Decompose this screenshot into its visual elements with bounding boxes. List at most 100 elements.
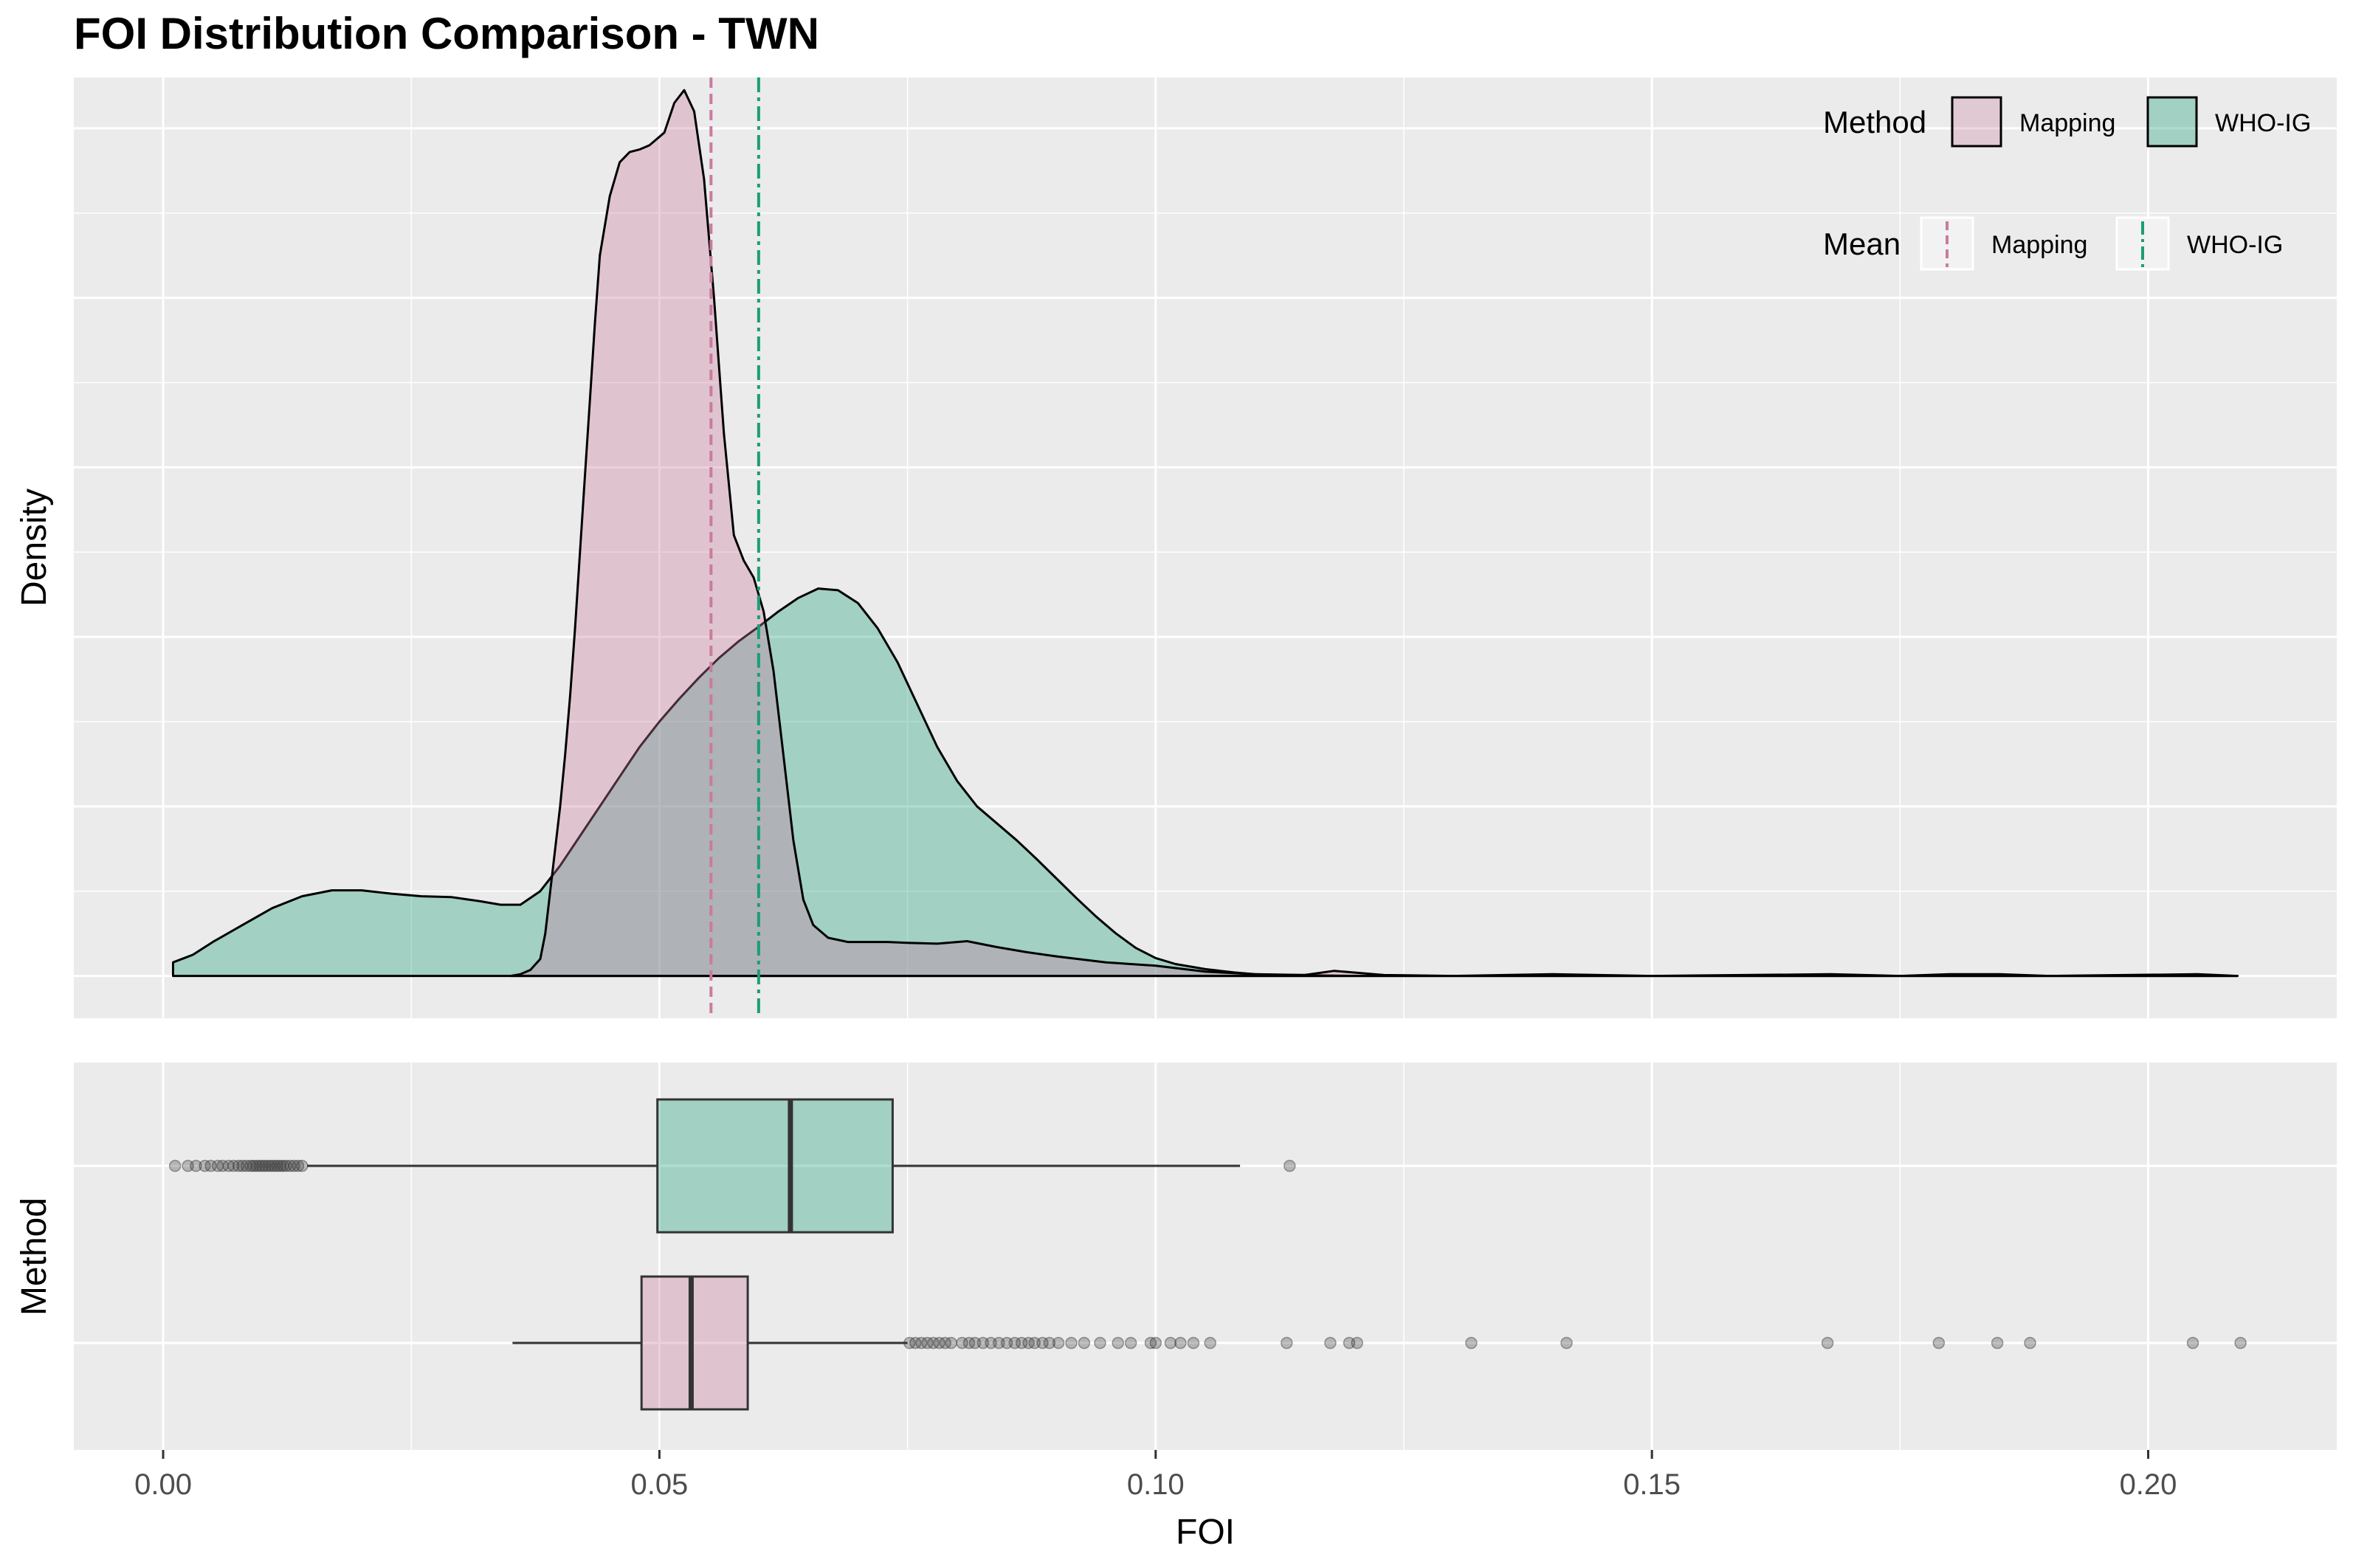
outlier-point-who-ig <box>232 1159 245 1172</box>
density-mean-lines <box>709 77 760 1018</box>
outlier-point-mapping <box>2234 1336 2247 1350</box>
outlier-point-mapping <box>968 1336 982 1350</box>
boxplot-y-axis-title: Method <box>15 1198 54 1316</box>
outlier-point-mapping <box>1144 1336 1157 1350</box>
outlier-point-who-ig <box>182 1159 194 1172</box>
outlier-point-who-ig <box>292 1159 305 1172</box>
outlier-point-mapping <box>1351 1336 1363 1350</box>
outlier-point-mapping <box>1560 1336 1573 1350</box>
outlier-point-mapping <box>976 1336 990 1350</box>
outlier-point-who-ig <box>1284 1159 1296 1172</box>
box-mapping <box>640 1275 749 1411</box>
outlier-point-who-ig <box>240 1159 253 1172</box>
density-area-mapping <box>509 89 2239 978</box>
outlier-point-who-ig <box>227 1159 240 1172</box>
outlier-point-mapping <box>2186 1336 2199 1350</box>
outlier-point-mapping <box>1000 1336 1013 1350</box>
outlier-point-mapping <box>1078 1336 1091 1350</box>
outlier-point-mapping <box>985 1336 997 1350</box>
x-axis: 0.00 0.05 0.10 0.15 0.20 <box>134 1450 2177 1501</box>
outlier-point-who-ig <box>256 1159 269 1172</box>
outlier-point-who-ig <box>222 1159 235 1172</box>
x-tick-label: 0.05 <box>630 1468 688 1501</box>
outlier-point-mapping <box>1149 1336 1162 1350</box>
outlier-point-mapping <box>945 1336 957 1350</box>
outlier-point-mapping <box>1324 1336 1337 1350</box>
outlier-point-mapping <box>1281 1336 1293 1350</box>
outlier-point-who-ig <box>211 1159 224 1172</box>
outlier-point-who-ig <box>204 1159 217 1172</box>
outlier-point-mapping <box>1465 1336 1478 1350</box>
outlier-point-who-ig <box>216 1159 229 1172</box>
outlier-point-who-ig <box>268 1159 280 1172</box>
outlier-point-mapping <box>921 1336 934 1350</box>
outlier-point-who-ig <box>247 1159 260 1172</box>
outlier-point-mapping <box>1065 1336 1078 1350</box>
outlier-point-mapping <box>1204 1336 1216 1350</box>
density-y-axis-title: Density <box>15 488 54 607</box>
outlier-point-mapping <box>1174 1336 1187 1350</box>
outlier-point-mapping <box>1343 1336 1356 1350</box>
outlier-point-mapping <box>933 1336 945 1350</box>
outlier-point-mapping <box>1015 1336 1028 1350</box>
legend-mapping-fill-key <box>1951 96 2002 148</box>
density-area-who-ig <box>171 587 2239 978</box>
outlier-point-mapping <box>1028 1336 1041 1350</box>
density-areas <box>171 89 2239 978</box>
outlier-point-mapping <box>956 1336 968 1350</box>
outlier-point-mapping <box>2024 1336 2036 1350</box>
outlier-point-who-ig <box>271 1159 283 1172</box>
outlier-point-mapping <box>1164 1336 1177 1350</box>
boxplot-marks <box>168 1098 2247 1411</box>
outlier-point-mapping <box>1052 1336 1065 1350</box>
chart-title: FOI Distribution Comparison - TWN <box>74 9 819 58</box>
outlier-point-mapping <box>1022 1336 1035 1350</box>
outlier-point-who-ig <box>296 1159 309 1172</box>
outlier-point-mapping <box>1991 1336 2004 1350</box>
box-who-ig <box>656 1098 894 1234</box>
outlier-point-mapping <box>909 1336 922 1350</box>
x-tick-label: 0.15 <box>1623 1468 1681 1501</box>
legend-method-who-ig-label: WHO-IG <box>2215 109 2311 137</box>
outlier-point-mapping <box>1112 1336 1124 1350</box>
outlier-point-who-ig <box>277 1159 289 1172</box>
outlier-point-who-ig <box>253 1159 266 1172</box>
outlier-point-who-ig <box>280 1159 293 1172</box>
legend-who-ig-fill-key <box>2146 96 2198 148</box>
outlier-point-mapping <box>993 1336 1005 1350</box>
x-tick-label: 0.00 <box>134 1468 192 1501</box>
x-tick-label: 0.20 <box>2120 1468 2177 1501</box>
boxplot-panel: 0.00 0.05 0.10 0.15 0.20 <box>74 1063 2337 1501</box>
outlier-point-who-ig <box>259 1159 272 1172</box>
outlier-point-mapping <box>1043 1336 1056 1350</box>
outlier-point-mapping <box>1008 1336 1022 1350</box>
legend: Method Mapping WHO-IG Mean Mapping WHO-I… <box>1823 96 2311 271</box>
outlier-point-who-ig <box>283 1159 297 1172</box>
outlier-point-who-ig <box>274 1159 286 1172</box>
outlier-point-who-ig <box>262 1159 275 1172</box>
outlier-point-mapping <box>927 1336 940 1350</box>
boxplot-panel-background <box>74 1063 2337 1450</box>
legend-method-title: Method <box>1823 105 1926 139</box>
legend-mean-who-ig-label: WHO-IG <box>2187 231 2283 259</box>
outlier-point-mapping <box>915 1336 928 1350</box>
outlier-point-who-ig <box>288 1159 300 1172</box>
outlier-point-mapping <box>1036 1336 1049 1350</box>
density-panel <box>74 77 2337 1018</box>
x-axis-title: FOI <box>1176 1513 1235 1552</box>
legend-method-mapping-label: Mapping <box>2019 109 2115 137</box>
outlier-point-who-ig <box>190 1159 202 1172</box>
outlier-point-who-ig <box>199 1159 211 1172</box>
outlier-point-mapping <box>1187 1336 1200 1350</box>
outlier-point-who-ig <box>244 1159 257 1172</box>
density-panel-background <box>74 77 2337 1018</box>
outlier-point-mapping <box>1094 1336 1106 1350</box>
legend-mean-title: Mean <box>1823 227 1901 261</box>
outlier-point-mapping <box>962 1336 976 1350</box>
outlier-point-mapping <box>1124 1336 1137 1350</box>
outlier-point-mapping <box>939 1336 951 1350</box>
outlier-point-mapping <box>1821 1336 1834 1350</box>
outlier-point-who-ig <box>250 1159 263 1172</box>
x-tick-label: 0.10 <box>1127 1468 1185 1501</box>
